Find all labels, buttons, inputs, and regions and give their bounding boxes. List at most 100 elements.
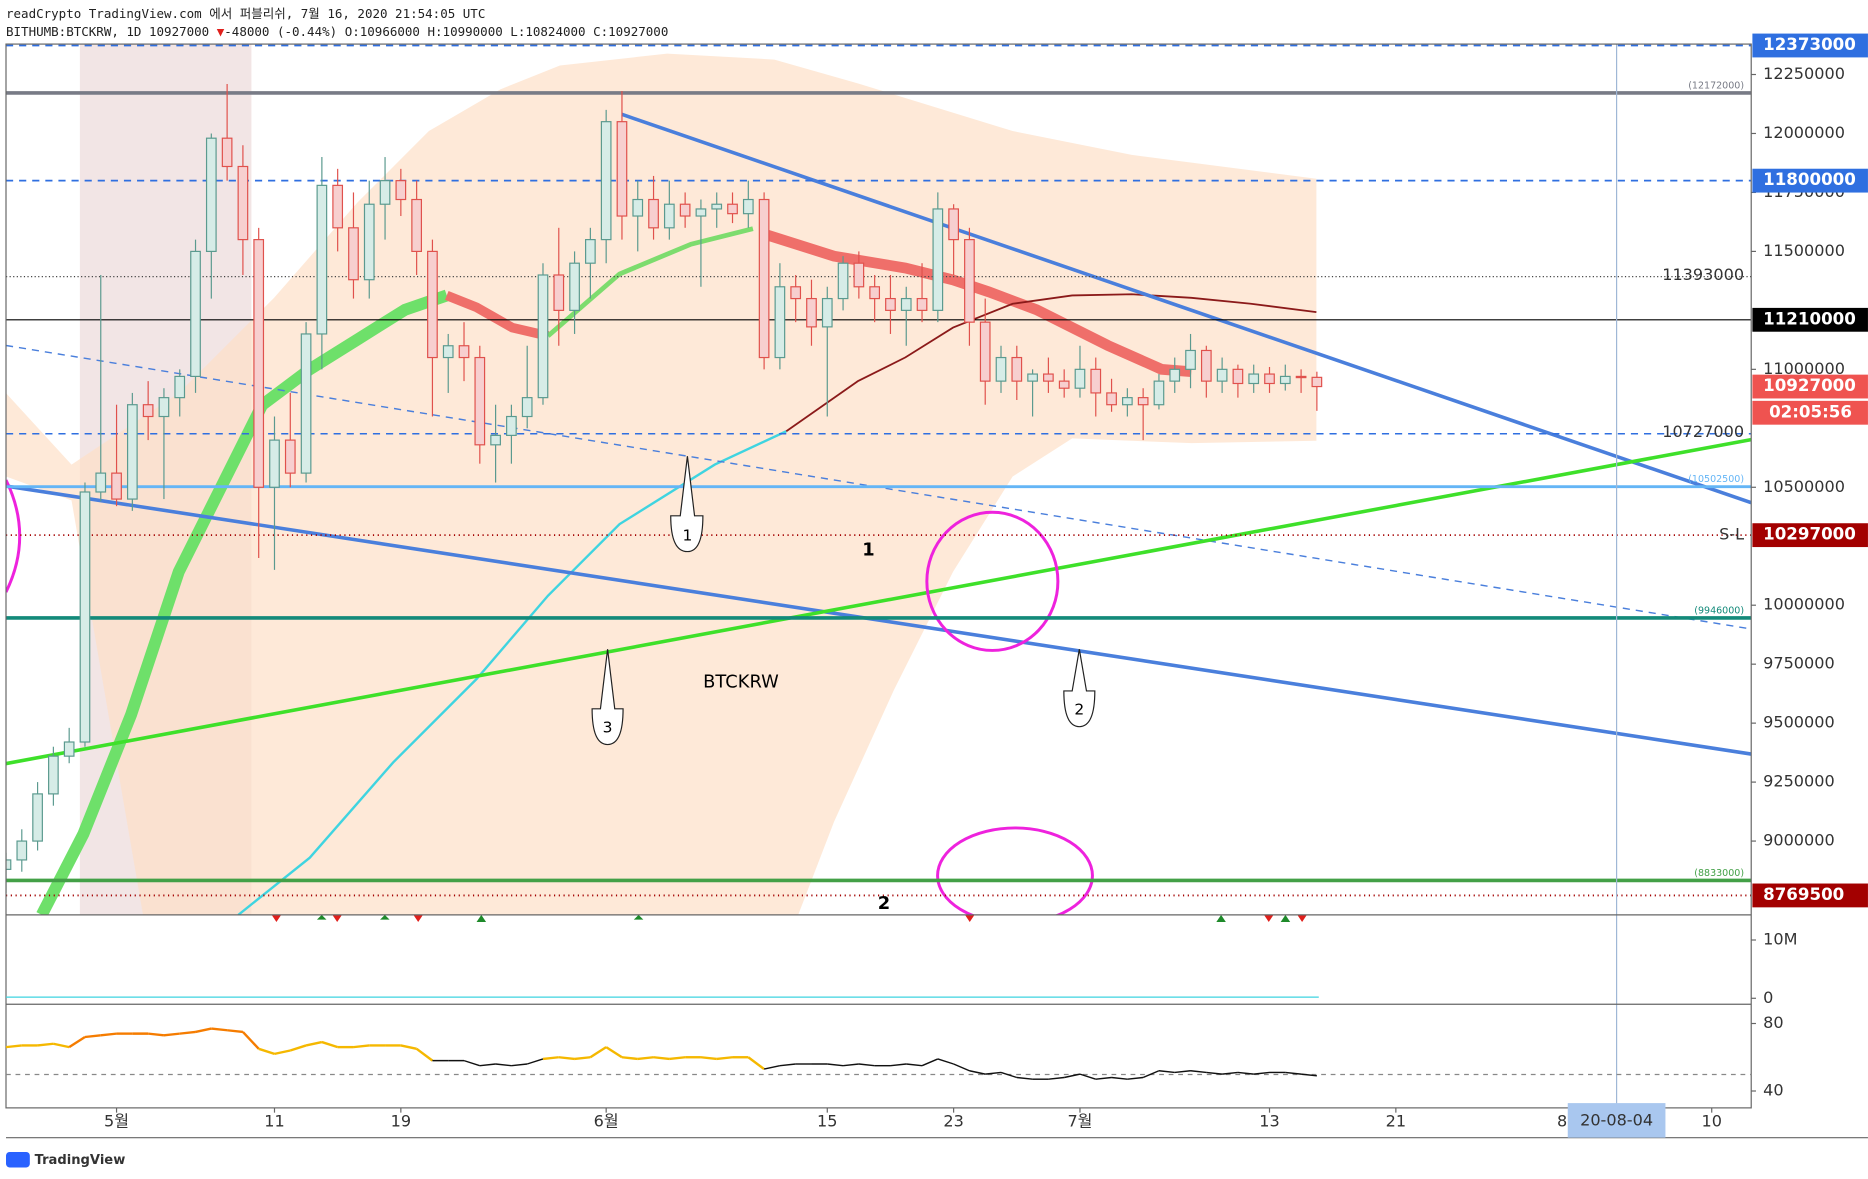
ma-ribbon: [760, 228, 1192, 378]
y-tick-label: 12000000: [1763, 123, 1845, 142]
rsi-segment: [953, 1063, 970, 1072]
rsi-segment: [937, 1058, 954, 1065]
rsi-segment: [1127, 1076, 1144, 1080]
candle-body: [63, 741, 75, 757]
candle-body: [253, 239, 265, 488]
rsi-segment: [700, 1056, 717, 1061]
y-tick-label: 12250000: [1763, 64, 1845, 83]
rsi-segment: [289, 1044, 307, 1052]
rsi-segment: [779, 1063, 796, 1067]
ma-ribbon: [445, 291, 550, 341]
rsi-line: [5, 1027, 1317, 1080]
rsi-segment: [353, 1044, 370, 1049]
x-tick-label: 21: [1386, 1112, 1406, 1131]
rsi-segment: [100, 1032, 117, 1037]
rsi-segment: [921, 1058, 939, 1067]
logo: [6, 1151, 30, 1168]
rsi-segment: [1095, 1076, 1112, 1080]
rsi-segment: [1237, 1071, 1254, 1075]
rsi-segment: [211, 1027, 228, 1032]
level-note: (10502500): [1688, 474, 1744, 485]
candle-body: [1090, 368, 1102, 394]
symbol-note: BTCKRW: [703, 672, 779, 693]
candle-body: [1058, 380, 1070, 389]
x-tick-label: 15: [817, 1112, 837, 1131]
candle-body: [190, 250, 201, 378]
candle-body: [16, 840, 28, 861]
candle-body: [1106, 392, 1117, 406]
candle-body: [1279, 375, 1291, 385]
rsi-segment: [274, 1049, 291, 1056]
candle-body: [79, 491, 91, 743]
candle-body: [869, 286, 881, 300]
candle-body: [521, 397, 533, 418]
price-box: [1752, 307, 1868, 332]
rsi-segment: [653, 1056, 670, 1061]
candle-body: [1200, 349, 1212, 382]
x-tick-label: 13: [1259, 1112, 1279, 1131]
level-note: (9946000): [1694, 605, 1744, 616]
crosshair-box: [1567, 1103, 1666, 1138]
footer-logo: TradingView: [35, 1153, 126, 1168]
rsi-segment: [1079, 1073, 1096, 1080]
candle-body: [174, 375, 186, 399]
rsi-segment: [558, 1056, 575, 1061]
rsi-segment: [1048, 1076, 1065, 1080]
candle-body: [790, 286, 802, 300]
x-tick-label: 7월: [1067, 1112, 1092, 1131]
rsi-segment: [1253, 1071, 1270, 1075]
rsi-segment: [747, 1056, 765, 1071]
candle-body: [806, 297, 817, 328]
price-box: [1752, 374, 1868, 399]
candle-body: [995, 356, 1007, 382]
y-tick-label: 10500000: [1763, 477, 1845, 496]
candle-body: [774, 286, 786, 359]
candle-body: [332, 184, 344, 229]
x-tick-label: 19: [391, 1112, 411, 1131]
candles: [6, 83, 1323, 893]
candle-body: [1074, 368, 1086, 389]
rsi-segment: [1222, 1071, 1238, 1075]
candle-body: [821, 297, 833, 328]
candle-body: [1027, 373, 1038, 382]
candle-body: [663, 203, 675, 229]
cloud: [6, 53, 1317, 915]
candle-body: [442, 345, 454, 359]
price-box: [1752, 883, 1868, 908]
y-tick-label: 10000000: [1763, 595, 1845, 614]
rsi-segment: [495, 1063, 512, 1067]
candle-body: [1311, 376, 1323, 388]
candle-body: [695, 208, 707, 217]
callouts: [591, 456, 1096, 746]
candle-body: [711, 203, 723, 210]
candle-body: [427, 250, 438, 359]
candle-body: [379, 180, 391, 205]
candle-body: [553, 274, 565, 311]
rsi-segment: [148, 1032, 165, 1037]
candle-body: [348, 227, 359, 281]
price-box-label: 12373000: [1763, 35, 1856, 54]
candle-body: [1264, 373, 1275, 385]
x-tick-label: 5월: [104, 1112, 129, 1131]
rsi-segment: [526, 1058, 544, 1065]
candle-body: [269, 439, 280, 488]
candle-body: [363, 203, 375, 281]
header-line: readCrypto TradingView.com 에서 퍼블리쉬, 7월 1…: [6, 6, 485, 21]
rsi-segment: [985, 1071, 1002, 1075]
candle-body: [964, 239, 975, 323]
rsi-segment: [321, 1040, 339, 1049]
candle-body: [853, 262, 865, 288]
candle-body: [616, 121, 628, 217]
rsi-segment: [68, 1035, 86, 1049]
candle-body: [6, 859, 12, 870]
trendline: [6, 437, 1752, 766]
price-box-label: 10297000: [1763, 525, 1856, 544]
rsi-segment: [637, 1056, 654, 1061]
rsi-segment: [589, 1046, 607, 1059]
low: L:10824000: [510, 24, 585, 39]
candle-body: [490, 434, 501, 446]
trendline: [6, 484, 1752, 756]
rsi-segment: [1016, 1076, 1033, 1080]
candle-body: [979, 321, 991, 382]
rsi-segment: [542, 1056, 559, 1061]
